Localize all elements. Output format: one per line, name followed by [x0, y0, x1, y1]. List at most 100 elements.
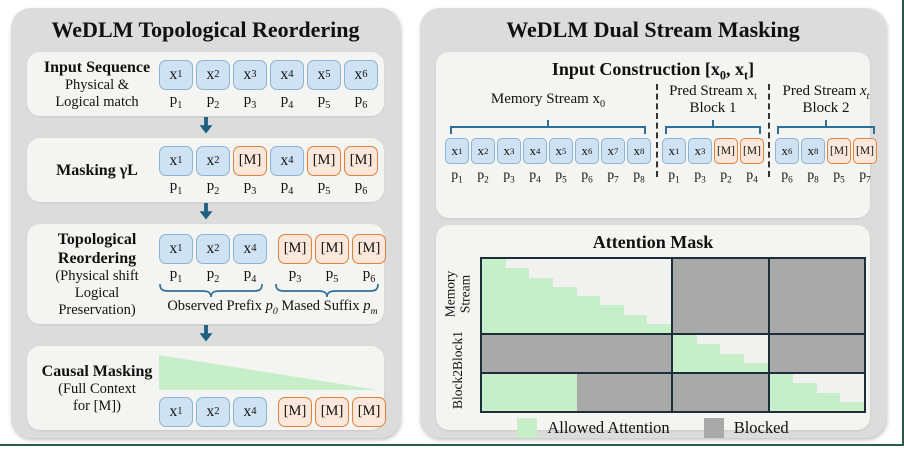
causal-masking-label: Causal Masking (Full Context for [M]): [35, 362, 159, 415]
memory-stream-label: Memory Stream x0: [490, 91, 606, 111]
dashed-separator: [656, 84, 658, 177]
mask-cell-block1-block2: [769, 335, 864, 372]
legend: Allowed Attention Blocked: [436, 418, 870, 438]
position-label: p1: [451, 167, 463, 185]
token-box: [M]: [307, 145, 341, 176]
position-label: p5: [317, 91, 331, 111]
row-label-block1: Block1: [449, 330, 465, 370]
legend-swatch: [703, 418, 724, 438]
token-box: [M]: [344, 145, 378, 176]
token-box: [M]: [352, 396, 386, 427]
position-row: p1 p2 p3 p4 p5 p6: [159, 177, 378, 197]
masking-label: Masking γL: [35, 161, 159, 180]
mask-cell-block1-block1: [673, 335, 768, 372]
row-label-block2: Block2: [449, 369, 465, 409]
position-label: p1: [668, 167, 680, 185]
mask-cell-block2-block2: [769, 374, 864, 411]
input-construction-card: Input Construction [x0, xt] Memory Strea…: [436, 52, 877, 218]
legend-swatch: [517, 418, 538, 438]
dashed-separator: [768, 84, 770, 177]
position-label: p3: [243, 177, 257, 197]
position-label: p2: [720, 167, 732, 185]
row-label-memory-stream: Memory Stream: [442, 270, 472, 318]
figure-frame-bottom-border: [0, 444, 904, 446]
legend-item: Blocked: [703, 418, 789, 438]
position-label: p3: [288, 265, 302, 285]
position-label: p7: [859, 167, 871, 185]
position-label: p4: [529, 167, 541, 185]
legend-label: Allowed Attention: [547, 418, 670, 437]
left-panel: WeDLM Topological Reordering Input Seque…: [11, 8, 400, 438]
position-row: p6 p8 p5 p7: [775, 166, 877, 185]
mask-cell-memory-memory: [482, 259, 671, 333]
position-label: p6: [354, 91, 368, 111]
position-label: p5: [317, 177, 331, 197]
position-label: p4: [280, 177, 294, 197]
topological-reordering-label: Topological Reordering (Physical shift L…: [35, 230, 159, 319]
right-panel-title: WeDLM Dual Stream Masking: [506, 17, 800, 42]
section-subline: (Full Context: [58, 380, 136, 397]
down-arrow-icon: [198, 117, 213, 134]
right-panel: WeDLM Dual Stream Masking Input Construc…: [420, 8, 886, 438]
position-label: p5: [833, 167, 845, 185]
attention-mask-title: Attention Mask: [592, 232, 714, 252]
position-label: p1: [169, 177, 183, 197]
position-label: p6: [354, 177, 368, 197]
token-box: [M]: [714, 138, 738, 164]
section-heading: Causal Masking: [41, 362, 153, 380]
position-label: p4: [746, 167, 758, 185]
section-heading: Masking γL: [56, 161, 138, 179]
position-label: p2: [477, 167, 489, 185]
block1-bracket: [665, 120, 761, 134]
token-row: x 1 x 2 [M] x 4 [M] [M]: [159, 145, 378, 176]
pred-stream-block1-group: Pred Stream xt Block 1 x 1 x 3 [M] [M] p1 p3 p2…: [662, 82, 764, 185]
input-construction-title: Input Construction [x0, xt]: [551, 59, 755, 83]
position-label: p6: [581, 167, 593, 185]
attention-mask-body: Memory Stream Block1 Block2: [436, 257, 870, 413]
token-box: [M]: [315, 396, 349, 427]
position-row: p1 p3 p2 p4: [662, 166, 764, 185]
token-box: [M]: [352, 233, 386, 264]
section-subline: Logical match: [55, 93, 139, 110]
observed-prefix-symbol: p0: [265, 297, 278, 317]
position-label: p3: [243, 91, 257, 111]
caption-text: Observed Prefix: [167, 297, 262, 314]
topological-reordering-card: Topological Reordering (Physical shift L…: [27, 224, 386, 324]
pred-stream-block1-label: Pred Stream xt Block 1: [669, 82, 757, 117]
mask-cell-block1-memory: [482, 335, 671, 372]
brace-row: [159, 283, 379, 298]
position-label: p2: [206, 265, 220, 285]
observed-prefix-brace: [159, 283, 263, 297]
position-label: p7: [607, 167, 619, 185]
token-row: x 6 x 8 [M] [M]: [775, 138, 877, 164]
position-label: p4: [243, 265, 257, 285]
position-label: p4: [280, 91, 294, 111]
input-sequence-card: Input Sequence Physical & Logical match …: [27, 52, 384, 116]
section-subline: (Physical shift: [55, 267, 139, 284]
pred-stream-block2-group: Pred Stream xt Block 2 x 6 x 8 [M] [M] p6 p8 p5…: [774, 82, 878, 185]
position-label: p5: [325, 265, 339, 285]
masking-card: Masking γL x 1 x 2 [M] x 4 [M] [M] p1 p2 p3 p4 p5 p6: [27, 138, 384, 202]
